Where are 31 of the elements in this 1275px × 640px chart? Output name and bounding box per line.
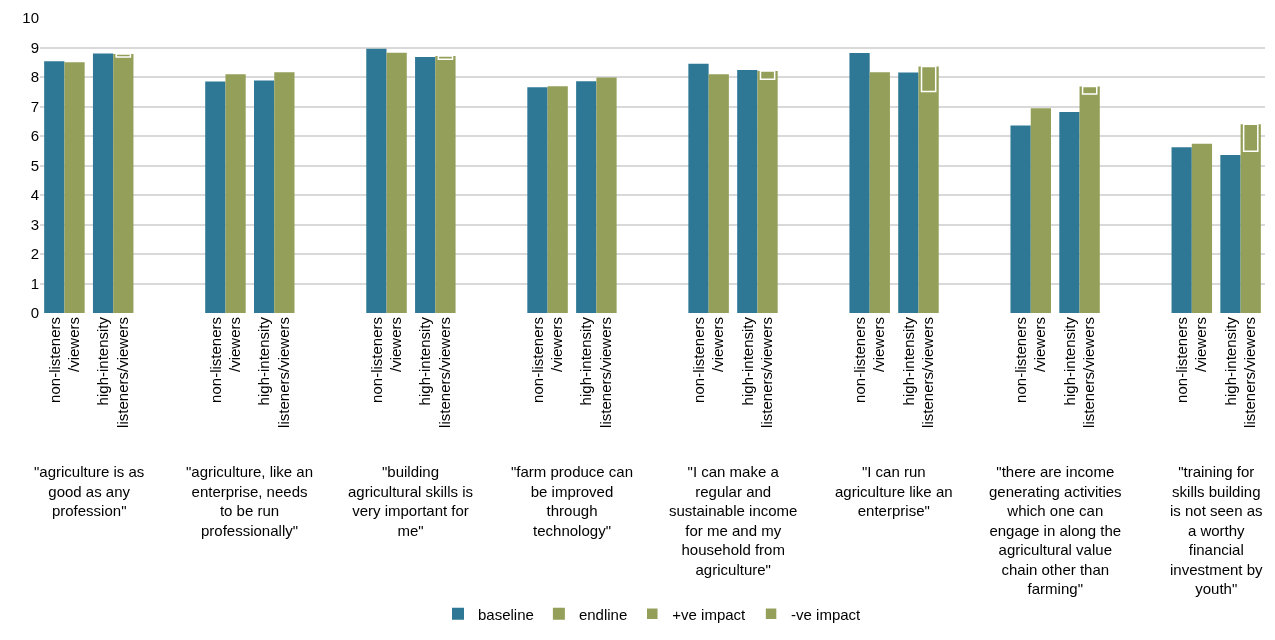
- text: "training for skills building is not seen as a worthy financial investment by youth": [1170, 463, 1264, 597]
- y-tick-label: 5: [30, 156, 39, 174]
- x-tick-label: non-listeners /viewers: [367, 317, 405, 403]
- text: "there are income generating activities which one can engage in along the agricultural value chain other than farming": [989, 463, 1122, 597]
- legend-label: endline: [578, 605, 628, 623]
- x-tick-label: non-listeners /viewers: [528, 317, 566, 403]
- y-tick-label: 10: [22, 9, 39, 27]
- y-tick-label: 9: [30, 38, 39, 56]
- text: "agriculture is as good as any profession": [34, 463, 145, 519]
- y-tick-label: 1: [30, 274, 39, 292]
- y-tick-label: 0: [30, 304, 39, 322]
- y-tick-label: 8: [30, 68, 39, 86]
- x-tick-label: non-listeners /viewers: [850, 317, 888, 403]
- text: "farm produce can be improved through technology": [511, 463, 634, 539]
- y-tick-label: 4: [30, 186, 39, 204]
- x-tick-label: non-listeners /viewers: [45, 317, 83, 403]
- text: "I can make a regular and sustainable income for me and my household from agriculture": [669, 463, 798, 578]
- y-tick-label: 7: [30, 97, 39, 115]
- legend-label: +ve impact: [672, 605, 747, 623]
- legend-label: -ve impact: [791, 605, 862, 623]
- text: "agriculture, like an enterprise, needs to be run professionally": [186, 463, 314, 539]
- y-tick-label: 3: [30, 215, 39, 233]
- x-tick-label: non-listeners /viewers: [206, 317, 244, 403]
- text: "I can run agriculture like an enterprise": [835, 463, 953, 519]
- text: "building agricultural skills is very important for me": [348, 463, 474, 539]
- y-tick-label: 2: [30, 245, 39, 263]
- y-tick-label: 6: [30, 127, 39, 145]
- x-tick-label: non-listeners /viewers: [1011, 317, 1049, 403]
- legend-label: baseline: [478, 605, 534, 623]
- x-tick-label: non-listeners /viewers: [689, 317, 727, 403]
- x-tick-label: non-listeners /viewers: [1172, 317, 1210, 403]
